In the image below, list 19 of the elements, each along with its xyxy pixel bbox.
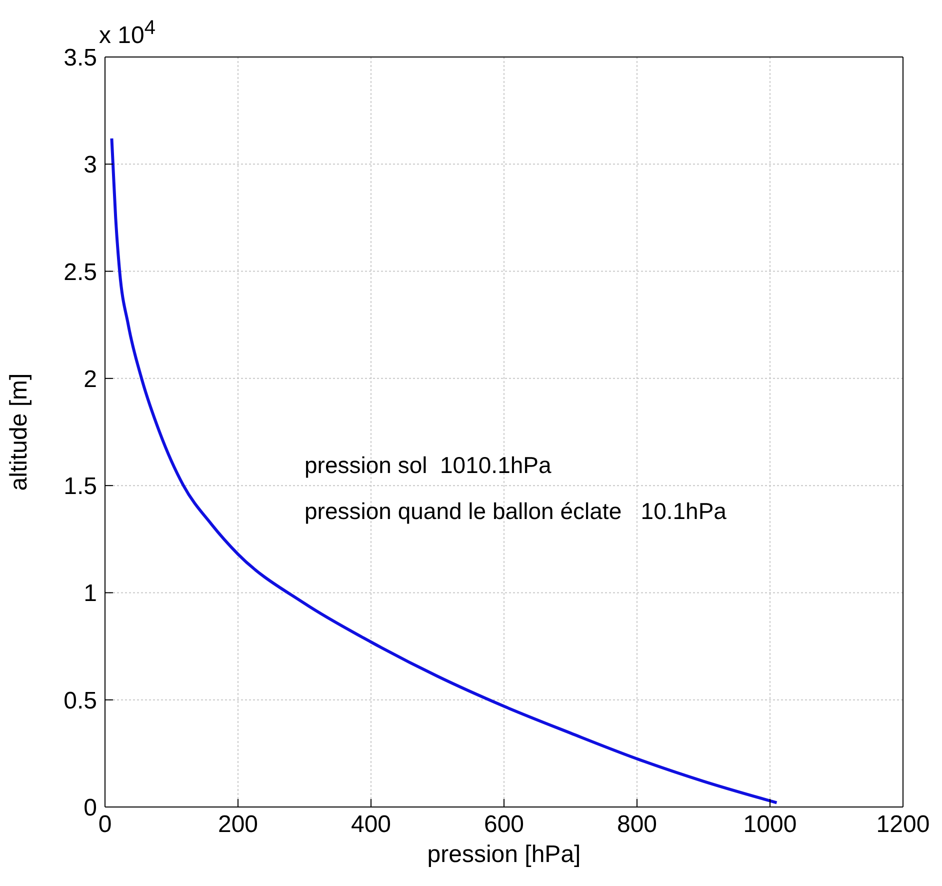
x-tick-label: 400: [350, 811, 392, 838]
annotation: pression sol 1010.1hPa: [304, 452, 552, 479]
annotation: pression quand le ballon éclate 10.1hPa: [304, 498, 726, 524]
y-tick-label: 3: [84, 152, 97, 179]
line-series: [110, 136, 778, 804]
y-tick-label: 2: [84, 366, 97, 393]
y-tick-label: 0.5: [64, 687, 97, 714]
text: x 10$^{4}$: [99, 17, 156, 50]
y-axis-title: altitude [m]: [6, 373, 33, 491]
x-axis-title: pression [hPa]: [427, 841, 581, 868]
x-tick-label: 1200: [876, 811, 930, 838]
y-tick-label: 2.5: [64, 258, 97, 286]
x-tick-label: 1000: [743, 811, 797, 838]
y-tick-label: 3.5: [64, 44, 97, 72]
y-tick-label: 1: [84, 580, 97, 608]
x-tick-label: 800: [616, 811, 658, 838]
x-tick-label: 200: [218, 811, 258, 838]
y-tick-label: 1.5: [64, 473, 97, 500]
x-tick-label: 600: [484, 811, 524, 838]
